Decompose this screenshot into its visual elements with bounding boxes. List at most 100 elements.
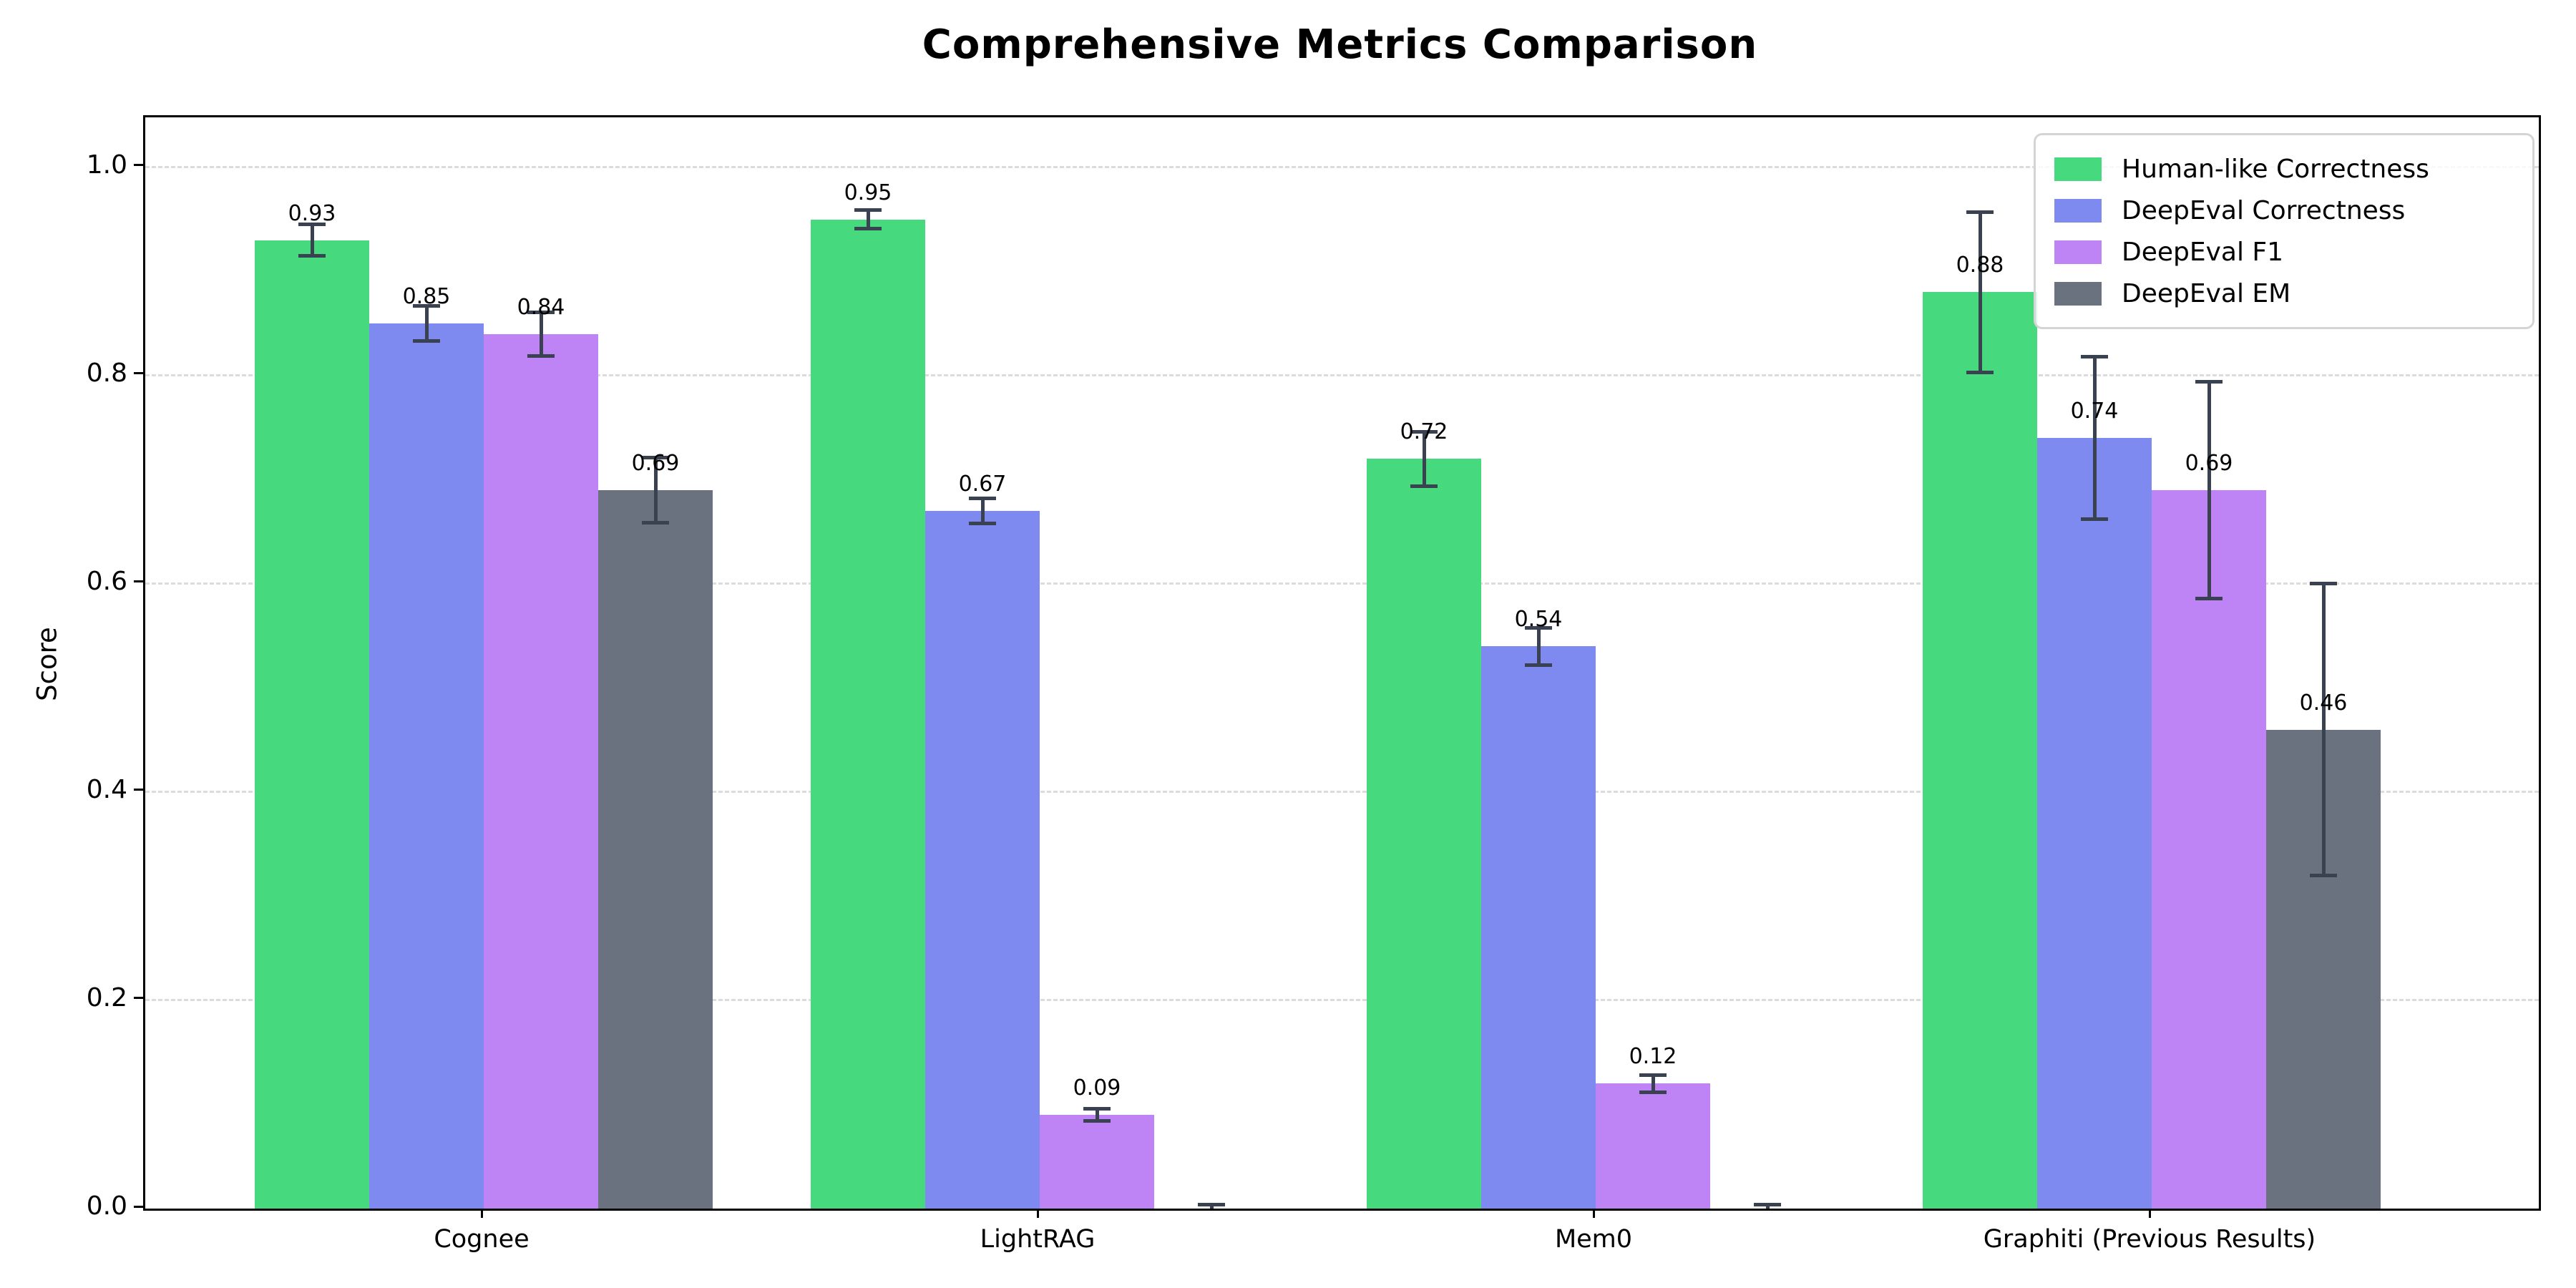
- error-bar: [2207, 381, 2211, 599]
- y-tick-mark: [134, 997, 143, 1000]
- bar-human-like-correctness: [811, 219, 925, 1209]
- bar-value-label: 0.85: [402, 284, 451, 310]
- bar-value-label: 0.84: [517, 294, 565, 320]
- bar-value-label: 0.54: [1514, 607, 1563, 633]
- legend-swatch: [2054, 281, 2102, 306]
- error-bar-cap: [298, 254, 326, 258]
- x-tick-mark: [1592, 1209, 1595, 1218]
- y-tick-mark: [134, 789, 143, 791]
- error-bar: [310, 224, 314, 256]
- x-tick-label: LightRAG: [980, 1225, 1096, 1254]
- grid-line: [145, 166, 2539, 169]
- x-tick-mark: [2148, 1209, 2151, 1218]
- error-bar: [2092, 356, 2097, 519]
- legend-label: DeepEval F1: [2122, 237, 2284, 267]
- legend-label: Human-like Correctness: [2122, 154, 2429, 184]
- error-bar-cap: [1083, 1119, 1111, 1123]
- error-bar-cap: [1966, 210, 1994, 214]
- bar-value-label: 0.95: [844, 180, 892, 205]
- error-bar: [653, 457, 658, 523]
- error-bar-cap: [527, 353, 555, 358]
- bar-deepeval-f1: [484, 333, 598, 1209]
- legend: Human-like Correctness DeepEval Correctne…: [2034, 133, 2534, 329]
- bar-deepeval-correctness: [2037, 438, 2152, 1209]
- error-bar-cap: [2081, 517, 2108, 522]
- bar-deepeval-f1: [1040, 1115, 1154, 1209]
- y-tick-label: 0.8: [86, 358, 127, 388]
- y-tick-mark: [134, 1205, 143, 1208]
- grid-line: [145, 999, 2539, 1002]
- legend-swatch: [2054, 240, 2102, 264]
- error-bar: [1536, 628, 1541, 665]
- error-bar: [539, 312, 543, 356]
- y-tick-label: 0.4: [86, 774, 127, 804]
- error-bar: [980, 498, 985, 524]
- error-bar-cap: [1410, 484, 1438, 488]
- error-bar-cap: [1525, 625, 1552, 630]
- error-bar-cap: [2310, 873, 2337, 877]
- error-bar-cap: [2081, 355, 2108, 359]
- y-tick-mark: [134, 580, 143, 583]
- x-tick-mark: [480, 1209, 483, 1218]
- y-tick-label: 0.2: [86, 982, 127, 1013]
- y-tick-label: 0.6: [86, 566, 127, 596]
- bar-value-label: 0.46: [2299, 690, 2348, 716]
- error-bar-cap: [1525, 663, 1552, 667]
- x-tick-label: Graphiti (Previous Results): [1983, 1225, 2316, 1254]
- error-bar-cap: [2195, 380, 2223, 384]
- bar-deepeval-correctness: [369, 323, 484, 1209]
- bar-deepeval-f1: [2152, 489, 2266, 1209]
- error-bar-cap: [1198, 1202, 1225, 1206]
- y-tick-label: 1.0: [86, 150, 127, 180]
- legend-item: DeepEval Correctness: [2054, 190, 2514, 231]
- y-axis-label: Score: [31, 627, 63, 701]
- error-bar-cap: [527, 310, 555, 314]
- error-bar-cap: [1966, 371, 1994, 375]
- legend-swatch: [2054, 157, 2102, 181]
- bar-value-label: 0.72: [1400, 419, 1448, 445]
- y-tick-mark: [134, 372, 143, 375]
- legend-label: DeepEval Correctness: [2122, 195, 2406, 225]
- error-bar-cap: [2310, 582, 2337, 586]
- x-tick-label: Mem0: [1554, 1225, 1633, 1254]
- error-bar: [866, 210, 870, 229]
- error-bar: [1978, 212, 1982, 373]
- bar-value-label: 0.74: [2070, 399, 2119, 424]
- bar-human-like-correctness: [1923, 292, 2037, 1209]
- bar-value-label: 0.09: [1073, 1075, 1121, 1101]
- legend-item: DeepEval F1: [2054, 231, 2514, 273]
- error-bar: [1422, 431, 1426, 487]
- legend-item: DeepEval EM: [2054, 273, 2514, 314]
- legend-label: DeepEval EM: [2122, 278, 2291, 308]
- x-tick-label: Cognee: [434, 1225, 530, 1254]
- bar-value-label: 0.69: [2185, 450, 2233, 476]
- bar-deepeval-f1: [1596, 1083, 1710, 1209]
- bar-human-like-correctness: [255, 240, 369, 1209]
- error-bar: [424, 306, 429, 341]
- x-tick-mark: [1036, 1209, 1039, 1218]
- y-tick-label: 0.0: [86, 1191, 127, 1221]
- error-bar-cap: [1410, 429, 1438, 434]
- error-bar-cap: [969, 497, 996, 501]
- error-bar: [2321, 583, 2326, 876]
- error-bar-cap: [1083, 1106, 1111, 1111]
- error-bar-cap: [1754, 1202, 1781, 1206]
- error-bar-cap: [642, 456, 669, 460]
- error-bar-cap: [969, 522, 996, 526]
- error-bar: [1095, 1108, 1099, 1121]
- error-bar-cap: [1639, 1090, 1667, 1094]
- error-bar: [1651, 1075, 1655, 1093]
- bar-value-label: 0.88: [1956, 253, 2004, 278]
- error-bar: [1765, 1204, 1770, 1209]
- error-bar-cap: [854, 208, 882, 213]
- error-bar: [1209, 1204, 1214, 1209]
- error-bar-cap: [642, 520, 669, 525]
- error-bar-cap: [413, 339, 440, 343]
- legend-swatch: [2054, 198, 2102, 223]
- error-bar-cap: [2195, 596, 2223, 600]
- legend-item: Human-like Correctness: [2054, 148, 2514, 190]
- bar-deepeval-correctness: [1481, 646, 1596, 1209]
- bar-value-label: 0.93: [288, 200, 336, 226]
- bar-value-label: 0.69: [631, 450, 680, 476]
- plot-area: 0.93 0.85 0.84 0.69 0.95 0.67 0.09 0.72 0.54 0.12…: [143, 115, 2541, 1211]
